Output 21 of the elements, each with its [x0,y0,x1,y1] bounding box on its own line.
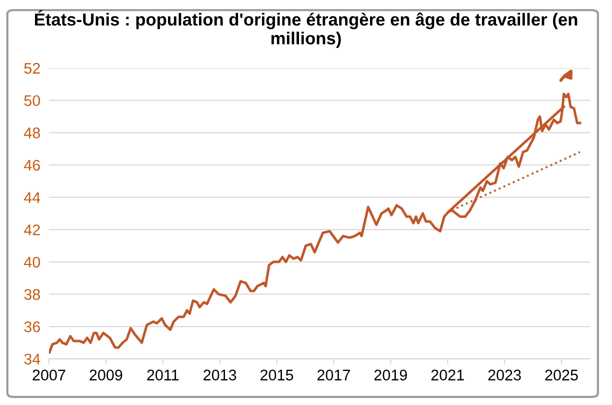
y-tick-label: 38 [24,289,40,300]
y-tick-label: 36 [24,321,40,332]
x-tick-label: 2011 [147,370,179,380]
y-tick-label: 42 [24,224,40,236]
x-tick-label: 2017 [317,370,350,380]
y-tick-label: 46 [24,160,40,171]
x-tick-label: 2009 [90,370,122,380]
y-tick-label: 44 [24,192,40,203]
chart-title: États-Unis : population d'origine étrangère en âge de travailler (en millions) [35,10,578,48]
x-tick-label: 2025 [545,370,578,380]
x-tick-label: 2015 [260,370,294,380]
y-tick-label: 34 [24,354,40,365]
y-tick-label: 40 [24,256,40,268]
y-tick-label: 48 [24,128,40,138]
x-tick-label: 2013 [204,370,236,380]
x-tick-label: 2019 [374,370,407,380]
y-tick-label: 52 [24,62,40,74]
x-tick-label: 2023 [488,370,521,380]
x-tick-label: 2007 [32,370,66,380]
x-tick-label: 2021 [431,370,464,380]
y-tick-label: 50 [24,95,40,106]
